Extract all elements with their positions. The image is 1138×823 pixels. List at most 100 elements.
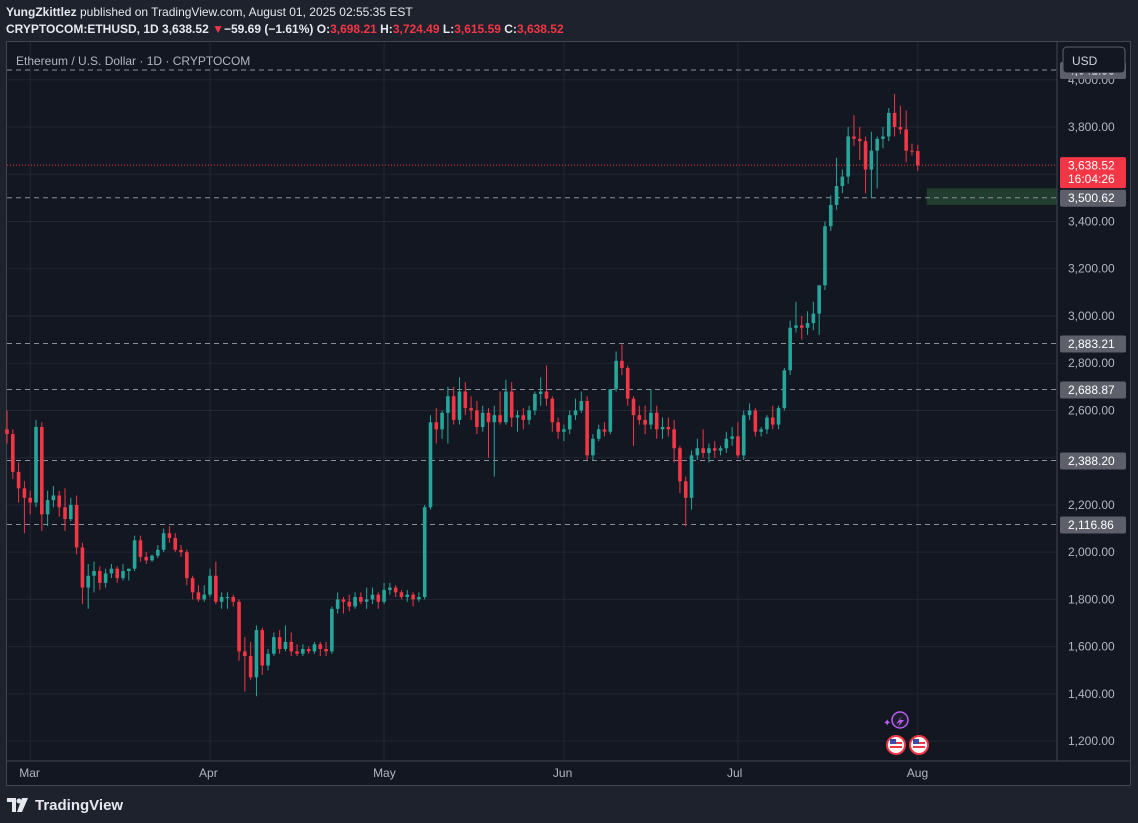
candle[interactable] (98, 566, 102, 590)
candle-body[interactable] (57, 495, 62, 508)
candle-body[interactable] (411, 594, 415, 600)
candle[interactable] (80, 542, 85, 605)
candle[interactable] (127, 568, 131, 581)
candle[interactable] (625, 365, 630, 406)
candle-body[interactable] (208, 575, 212, 595)
candle[interactable] (121, 563, 125, 581)
candle[interactable] (817, 285, 821, 335)
candle-body[interactable] (782, 370, 787, 409)
candle[interactable] (45, 490, 50, 527)
candle[interactable] (335, 592, 340, 614)
candle[interactable] (591, 434, 595, 461)
candle-body[interactable] (463, 391, 468, 409)
candle[interactable] (915, 144, 920, 171)
candle-body[interactable] (608, 389, 613, 432)
candle[interactable] (376, 592, 381, 609)
candle[interactable] (103, 568, 108, 588)
candle[interactable] (144, 552, 149, 564)
candle-body[interactable] (846, 136, 850, 177)
candle-body[interactable] (602, 429, 607, 432)
candle-body[interactable] (248, 656, 253, 678)
candle[interactable] (312, 641, 317, 654)
candle[interactable] (585, 396, 589, 461)
candle-body[interactable] (857, 138, 862, 142)
candle[interactable] (440, 410, 444, 439)
candle-body[interactable] (533, 393, 537, 411)
candle[interactable] (707, 443, 711, 463)
us-flag-event-icon[interactable] (886, 735, 906, 755)
candle[interactable] (399, 589, 404, 600)
candle[interactable] (156, 545, 160, 559)
candle[interactable] (248, 641, 253, 680)
candle-body[interactable] (237, 601, 241, 652)
candle-body[interactable] (405, 594, 410, 598)
candle-body[interactable] (886, 112, 891, 137)
candle[interactable] (208, 568, 212, 598)
candle-body[interactable] (875, 138, 879, 151)
candle-body[interactable] (214, 575, 218, 602)
candle[interactable] (521, 408, 526, 430)
candle[interactable] (34, 419, 38, 508)
candle[interactable] (515, 410, 520, 432)
candle[interactable] (828, 195, 833, 231)
candle-body[interactable] (591, 438, 595, 456)
candle-body[interactable] (730, 436, 734, 439)
candle[interactable] (666, 417, 671, 437)
candle-body[interactable] (45, 500, 50, 515)
candle-body[interactable] (840, 176, 845, 187)
candle[interactable] (886, 108, 891, 142)
candle[interactable] (527, 405, 531, 425)
candle-body[interactable] (225, 597, 230, 599)
candle-body[interactable] (359, 597, 363, 602)
candle[interactable] (359, 592, 363, 605)
candle-body[interactable] (312, 644, 317, 652)
candle-body[interactable] (811, 313, 816, 324)
candle[interactable] (202, 585, 207, 602)
candle[interactable] (295, 644, 299, 657)
candle[interactable] (736, 422, 740, 458)
candle[interactable] (214, 561, 218, 605)
candle[interactable] (237, 599, 241, 661)
candle-body[interactable] (678, 448, 682, 482)
candle-body[interactable] (138, 540, 143, 557)
candle[interactable] (341, 597, 346, 614)
candle[interactable] (765, 415, 769, 435)
candle-body[interactable] (277, 637, 282, 649)
candle[interactable] (370, 587, 375, 605)
candle-body[interactable] (573, 410, 578, 416)
candle-body[interactable] (190, 578, 195, 593)
candle-body[interactable] (63, 507, 67, 520)
currency-button-label[interactable]: USD (1072, 54, 1098, 68)
candle-body[interactable] (243, 651, 247, 657)
candle-body[interactable] (585, 401, 589, 456)
candle-body[interactable] (156, 549, 160, 556)
candle-body[interactable] (579, 401, 584, 411)
candle[interactable] (660, 417, 665, 439)
level-price-tag[interactable]: 2,688.87 (1060, 381, 1126, 399)
candle[interactable] (324, 641, 328, 657)
candle[interactable] (550, 396, 555, 432)
support-zone[interactable] (926, 188, 1057, 205)
candle[interactable] (393, 585, 398, 598)
candle-body[interactable] (92, 571, 96, 576)
candle[interactable] (718, 445, 723, 456)
candle-body[interactable] (504, 391, 508, 423)
candle[interactable] (608, 389, 613, 435)
candle-body[interactable] (736, 436, 740, 456)
candle[interactable] (5, 410, 9, 444)
candle[interactable] (63, 488, 67, 531)
level-price-tag[interactable]: 2,883.21 (1060, 335, 1126, 353)
candle[interactable] (504, 379, 508, 425)
candle[interactable] (185, 549, 189, 586)
candle-body[interactable] (382, 589, 386, 602)
candle[interactable] (701, 429, 705, 458)
candle[interactable] (747, 403, 752, 420)
candle[interactable] (115, 566, 120, 583)
candle[interactable] (643, 405, 647, 435)
candle[interactable] (672, 419, 676, 463)
candle[interactable] (434, 408, 439, 444)
candle[interactable] (69, 497, 73, 522)
candle[interactable] (620, 344, 624, 376)
candle[interactable] (678, 445, 682, 494)
candle[interactable] (712, 441, 717, 458)
